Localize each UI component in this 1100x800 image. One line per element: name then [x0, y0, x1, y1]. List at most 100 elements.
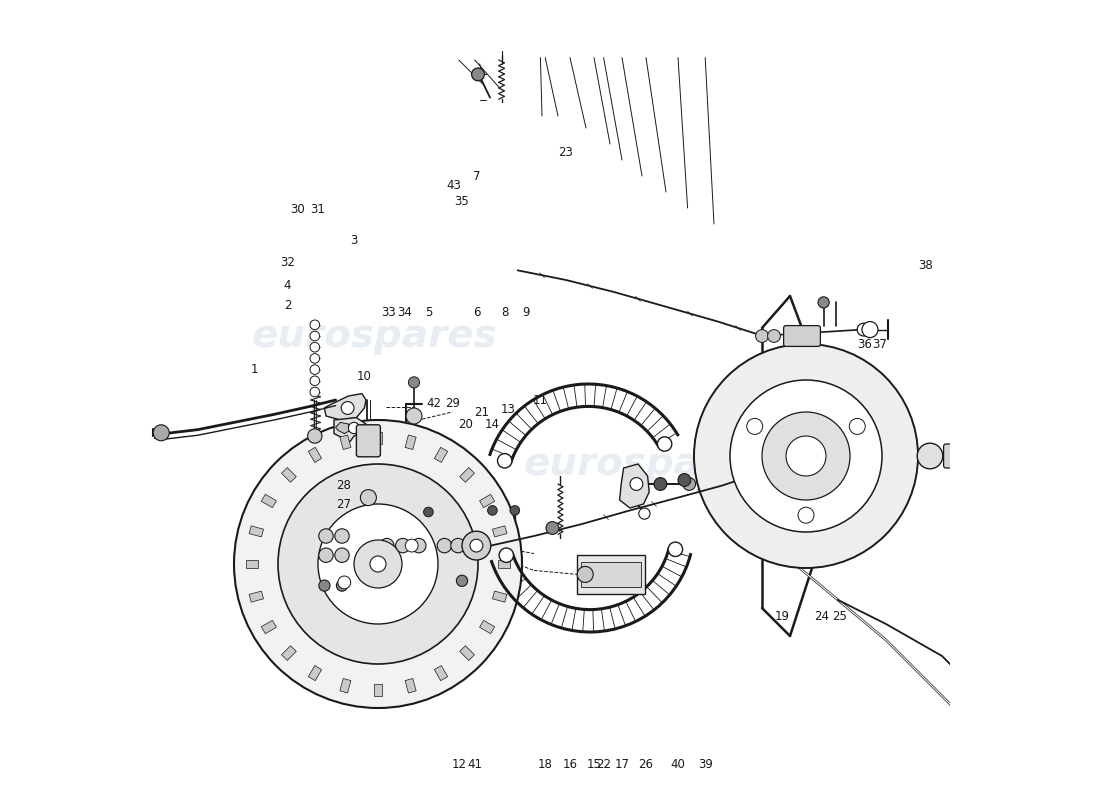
FancyBboxPatch shape [262, 494, 276, 508]
Circle shape [798, 507, 814, 523]
Polygon shape [324, 394, 366, 420]
Circle shape [319, 548, 333, 562]
FancyBboxPatch shape [783, 326, 821, 346]
Text: 9: 9 [522, 306, 530, 318]
Circle shape [694, 344, 918, 568]
Circle shape [310, 365, 320, 374]
Circle shape [361, 490, 376, 506]
Bar [581, 562, 641, 587]
Text: 26: 26 [638, 758, 653, 770]
Polygon shape [334, 418, 366, 442]
FancyBboxPatch shape [434, 447, 448, 462]
FancyBboxPatch shape [249, 591, 264, 602]
Text: 10: 10 [358, 370, 372, 382]
Circle shape [337, 580, 348, 591]
Text: 7: 7 [473, 170, 480, 182]
Circle shape [334, 529, 349, 543]
FancyBboxPatch shape [262, 620, 276, 634]
Text: 37: 37 [872, 338, 887, 350]
Circle shape [396, 538, 410, 553]
Circle shape [462, 531, 491, 560]
Circle shape [408, 377, 419, 388]
Text: 11: 11 [532, 394, 548, 406]
Text: eurospares: eurospares [251, 317, 497, 355]
Circle shape [639, 508, 650, 519]
Text: eurospares: eurospares [524, 445, 769, 483]
Circle shape [849, 418, 866, 434]
Text: 32: 32 [280, 256, 295, 269]
Text: 41: 41 [468, 758, 482, 770]
FancyBboxPatch shape [434, 666, 448, 681]
Text: 42: 42 [427, 397, 441, 410]
FancyBboxPatch shape [340, 435, 351, 450]
Circle shape [411, 538, 426, 553]
FancyBboxPatch shape [944, 444, 974, 468]
Circle shape [578, 566, 593, 582]
Text: 38: 38 [918, 259, 934, 272]
FancyBboxPatch shape [460, 467, 474, 482]
Circle shape [319, 529, 333, 543]
FancyBboxPatch shape [480, 620, 495, 634]
Circle shape [546, 522, 559, 534]
Text: 28: 28 [337, 479, 351, 492]
Text: 34: 34 [397, 306, 411, 318]
Circle shape [977, 450, 988, 462]
Circle shape [310, 331, 320, 341]
Circle shape [917, 443, 943, 469]
Text: 4: 4 [284, 279, 292, 292]
Circle shape [756, 330, 769, 342]
Circle shape [472, 68, 484, 81]
Circle shape [456, 575, 468, 586]
Text: 40: 40 [671, 758, 685, 770]
Text: 17: 17 [615, 758, 629, 770]
Text: 33: 33 [381, 306, 396, 318]
Circle shape [424, 507, 433, 517]
Circle shape [654, 478, 667, 490]
FancyBboxPatch shape [308, 666, 321, 681]
Circle shape [341, 402, 354, 414]
Text: 21: 21 [474, 406, 490, 418]
Bar [578, 555, 646, 594]
Circle shape [278, 464, 478, 664]
Text: 18: 18 [538, 758, 552, 770]
FancyBboxPatch shape [493, 526, 507, 537]
FancyBboxPatch shape [374, 431, 382, 444]
Text: 29: 29 [444, 397, 460, 410]
Circle shape [318, 504, 438, 624]
Circle shape [437, 538, 452, 553]
Circle shape [971, 446, 992, 466]
Circle shape [786, 436, 826, 476]
Circle shape [153, 425, 169, 441]
FancyBboxPatch shape [308, 447, 321, 462]
Circle shape [497, 454, 512, 468]
Circle shape [310, 376, 320, 386]
Circle shape [630, 478, 642, 490]
Text: 2: 2 [284, 299, 292, 312]
Text: 35: 35 [454, 195, 470, 208]
FancyBboxPatch shape [356, 425, 381, 457]
Polygon shape [619, 464, 649, 508]
Circle shape [349, 422, 360, 434]
Circle shape [857, 323, 870, 336]
Circle shape [683, 478, 695, 490]
Circle shape [405, 539, 418, 552]
Circle shape [310, 342, 320, 352]
FancyBboxPatch shape [249, 526, 264, 537]
Circle shape [354, 540, 402, 588]
FancyBboxPatch shape [282, 467, 296, 482]
FancyBboxPatch shape [405, 435, 416, 450]
FancyBboxPatch shape [460, 646, 474, 661]
Circle shape [862, 322, 878, 338]
Text: 36: 36 [857, 338, 872, 350]
Circle shape [406, 408, 422, 424]
Circle shape [310, 354, 320, 363]
Text: 39: 39 [697, 758, 713, 770]
Circle shape [678, 474, 691, 486]
Circle shape [319, 580, 330, 591]
Text: 3: 3 [350, 234, 358, 246]
Text: 43: 43 [447, 179, 461, 192]
Text: 15: 15 [586, 758, 602, 770]
Circle shape [487, 506, 497, 515]
Circle shape [510, 506, 519, 515]
Text: 6: 6 [473, 306, 480, 318]
